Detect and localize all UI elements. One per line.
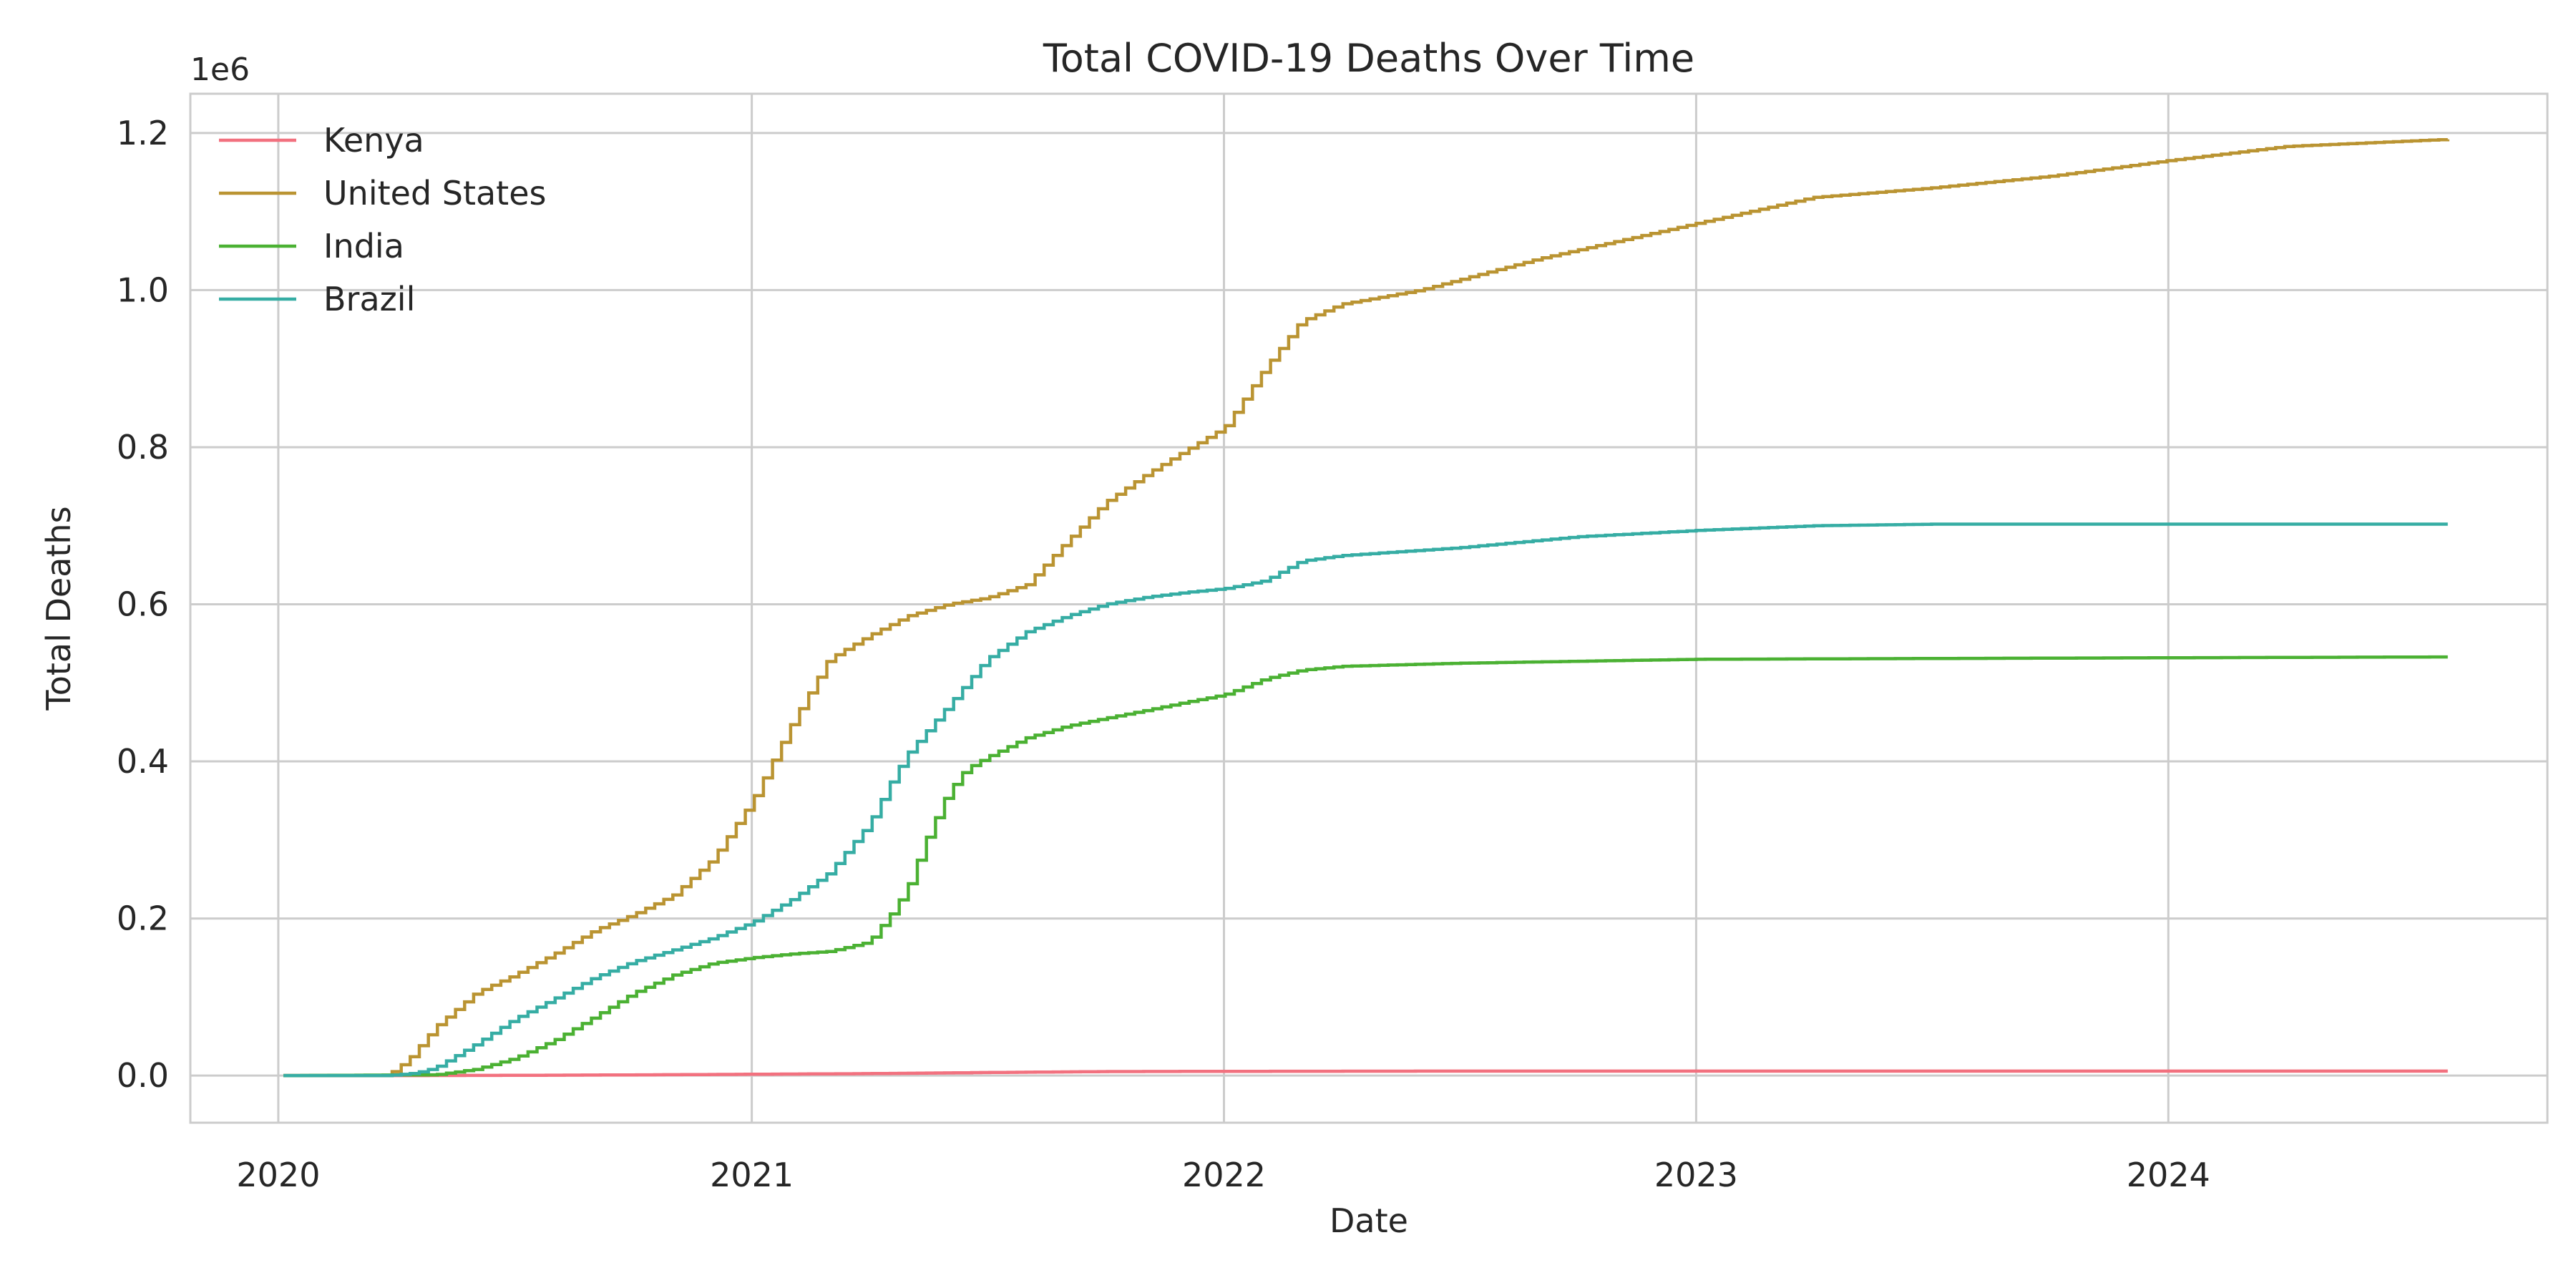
legend-item: Kenya (219, 121, 424, 160)
legend-label: India (323, 227, 404, 265)
legend-item: United States (219, 174, 547, 213)
series-line-india (283, 655, 2448, 1078)
y-tick-label: 0.6 (117, 585, 169, 624)
legend-label: United States (323, 174, 547, 213)
plot-area-frame (189, 92, 2549, 1124)
legend-label: Kenya (323, 121, 424, 160)
x-tick-label: 2021 (710, 1156, 794, 1194)
y-offset-label: 1e6 (190, 52, 250, 88)
y-axis-label: Total Deaths (39, 506, 78, 711)
y-tick-label: 0.0 (117, 1056, 169, 1095)
legend-label: Brazil (323, 280, 415, 318)
series-line-united-states (283, 137, 2450, 1078)
series-line-brazil (283, 522, 2448, 1078)
x-tick-label: 2022 (1182, 1156, 1266, 1194)
legend-item: India (219, 227, 404, 265)
x-tick-label: 2023 (1654, 1156, 1738, 1194)
x-tick-label: 2020 (236, 1156, 320, 1194)
y-tick-label: 0.8 (117, 428, 169, 467)
x-tick-label: 2024 (2127, 1156, 2210, 1194)
legend-item: Brazil (219, 280, 415, 318)
series-line-kenya (283, 1069, 2448, 1078)
y-tick-labels: 0.0 0.2 0.4 0.6 0.8 1.0 1.2 (117, 114, 169, 1095)
y-tick-label: 0.4 (117, 742, 169, 781)
x-tick-labels: 2020 2021 2022 2023 2024 (236, 1156, 2210, 1194)
legend: Kenya United States India Brazil (219, 121, 547, 318)
chart-title: Total COVID-19 Deaths Over Time (1043, 36, 1694, 81)
series-layer (283, 137, 2450, 1078)
y-tick-label: 1.2 (117, 114, 169, 152)
y-tick-label: 0.2 (117, 899, 169, 938)
y-tick-label: 1.0 (117, 270, 169, 309)
x-axis-label: Date (1330, 1201, 1408, 1240)
grid (190, 94, 2547, 1123)
